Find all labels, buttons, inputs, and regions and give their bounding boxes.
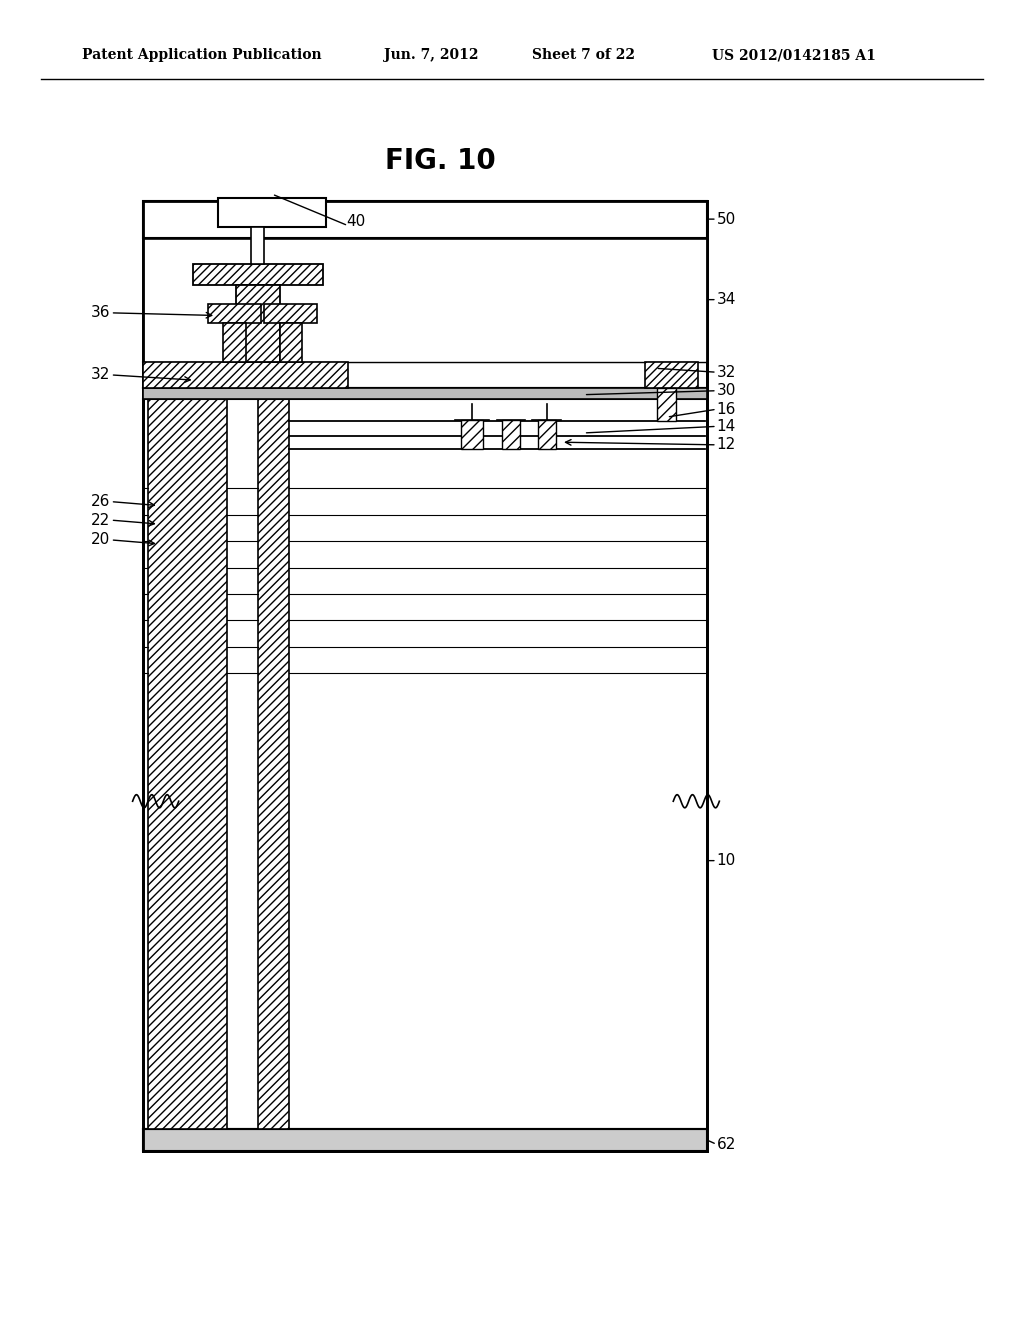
Text: US 2012/0142185 A1: US 2012/0142185 A1 xyxy=(712,49,876,62)
Bar xyxy=(502,420,520,449)
Text: 22: 22 xyxy=(91,512,111,528)
Text: FIG. 10: FIG. 10 xyxy=(385,147,496,176)
Bar xyxy=(236,285,280,362)
Text: 62: 62 xyxy=(717,1137,736,1152)
Text: 16: 16 xyxy=(717,401,736,417)
Bar xyxy=(208,304,261,323)
Bar xyxy=(264,304,317,323)
Bar xyxy=(143,388,707,399)
Bar xyxy=(143,362,348,388)
Text: Jun. 7, 2012: Jun. 7, 2012 xyxy=(384,49,478,62)
Bar xyxy=(143,201,707,238)
Text: 32: 32 xyxy=(717,364,736,380)
Text: 26: 26 xyxy=(91,494,111,510)
Text: Sheet 7 of 22: Sheet 7 of 22 xyxy=(532,49,636,62)
Bar xyxy=(143,238,707,362)
Bar xyxy=(538,420,556,449)
Bar xyxy=(461,420,483,449)
Bar xyxy=(218,198,326,227)
Text: 34: 34 xyxy=(717,292,736,308)
Bar xyxy=(657,388,676,421)
Bar xyxy=(645,362,698,388)
Bar xyxy=(252,227,264,264)
Text: 50: 50 xyxy=(717,211,736,227)
Bar xyxy=(143,201,707,1151)
Bar xyxy=(223,323,246,362)
Text: 12: 12 xyxy=(717,437,736,453)
Text: 32: 32 xyxy=(91,367,111,383)
Text: 20: 20 xyxy=(91,532,111,548)
Bar xyxy=(193,264,323,285)
Text: 40: 40 xyxy=(347,214,366,230)
Bar xyxy=(280,323,302,362)
Text: 30: 30 xyxy=(717,383,736,399)
Text: Patent Application Publication: Patent Application Publication xyxy=(82,49,322,62)
Text: 14: 14 xyxy=(717,418,736,434)
Text: 10: 10 xyxy=(717,853,736,869)
Text: 36: 36 xyxy=(91,305,111,321)
Bar xyxy=(148,399,227,1129)
Bar xyxy=(258,399,289,1129)
Bar xyxy=(143,1129,707,1151)
